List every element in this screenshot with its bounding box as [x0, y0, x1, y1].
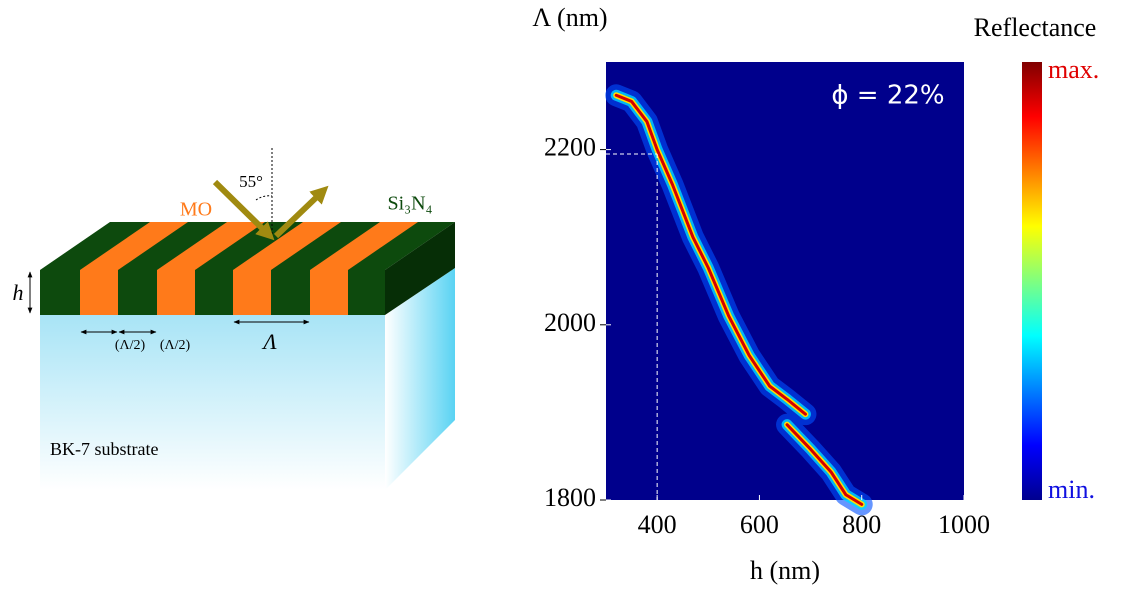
reflected-beam [273, 185, 329, 239]
substrate-label: BK-7 substrate [50, 439, 158, 459]
mo-stripes-front [80, 270, 348, 315]
colorbar-title: Reflectance [974, 13, 1097, 42]
y-tick-label: 1800 [544, 483, 596, 512]
colorbar-min: min. [1048, 475, 1095, 504]
half-period-label: (Λ/2) [115, 338, 146, 353]
y-axis-label: Λ (nm) [532, 3, 607, 32]
mo-stripes-top [80, 222, 418, 270]
x-tick-label: 600 [740, 510, 779, 539]
annotation: ϕ = 22% [831, 81, 944, 111]
colorbar [1022, 62, 1042, 500]
mo-label: MO [180, 199, 212, 221]
heatmap-chart: Λ (nm) h (nm) Reflectance max. min. ϕ = … [532, 3, 1099, 585]
x-axis-label: h (nm) [750, 556, 820, 585]
colorbar-max: max. [1048, 55, 1099, 84]
x-tick-label: 400 [638, 510, 677, 539]
cap-label: Si₃N₄ [387, 193, 432, 215]
diagram: 55° MO Si₃N₄ h (Λ/2) (Λ/2) Λ BK-7 substr… [13, 148, 455, 490]
y-tick-label: 2200 [544, 133, 596, 162]
x-tick-label: 800 [842, 510, 881, 539]
period-label: Λ [261, 329, 277, 354]
y-tick-label: 2000 [544, 308, 596, 337]
incident-beam [212, 179, 275, 241]
angle-label: 55° [239, 172, 263, 191]
substrate [40, 315, 385, 490]
half-period-label: (Λ/2) [160, 338, 191, 353]
grating-side [385, 222, 455, 315]
angle-arc [255, 195, 273, 201]
substrate-side [385, 268, 455, 490]
height-label: h [13, 280, 24, 305]
resonance-line [614, 93, 864, 506]
x-tick-label: 1000 [938, 510, 990, 539]
